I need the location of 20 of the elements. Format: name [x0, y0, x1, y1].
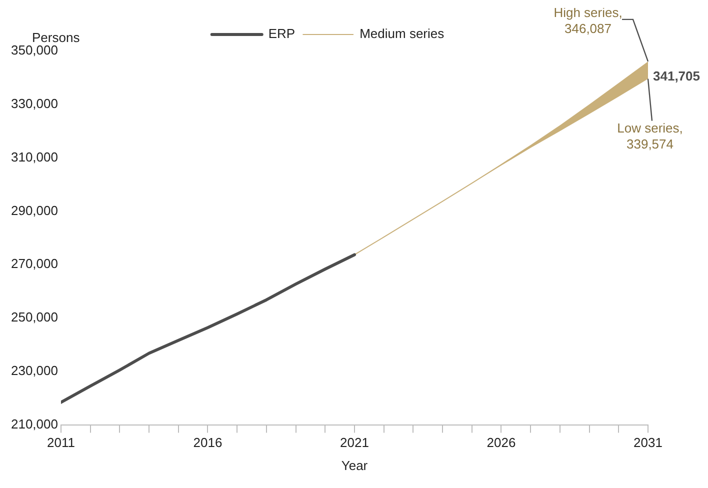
y-tick-label: 330,000	[10, 96, 58, 111]
x-tick-label: 2026	[486, 435, 516, 450]
annotation: Low series, 339,574	[617, 120, 683, 152]
legend-label: ERP	[268, 26, 296, 42]
y-tick-label: 210,000	[10, 416, 58, 432]
legend-label: Medium series	[360, 26, 445, 42]
y-tick-label: 270,000	[10, 256, 58, 272]
y-tick-label: 250,000	[10, 310, 58, 325]
y-axis-title: Persons	[32, 30, 80, 45]
y-tick-label: 290,000	[10, 202, 58, 218]
x-axis-title: Year	[341, 458, 368, 473]
y-tick-label: 310,000	[10, 149, 58, 164]
x-tick-label: 2031	[634, 435, 662, 450]
x-tick-label: 2011	[47, 435, 75, 450]
y-tick-label: 350,000	[10, 42, 58, 58]
annotation: High series, 346,087	[554, 5, 622, 36]
x-tick-label: 2021	[340, 435, 369, 450]
y-tick-label: 230,000	[10, 362, 58, 378]
x-tick-label: 2016	[193, 435, 222, 450]
data-label: 341,705	[653, 68, 700, 84]
